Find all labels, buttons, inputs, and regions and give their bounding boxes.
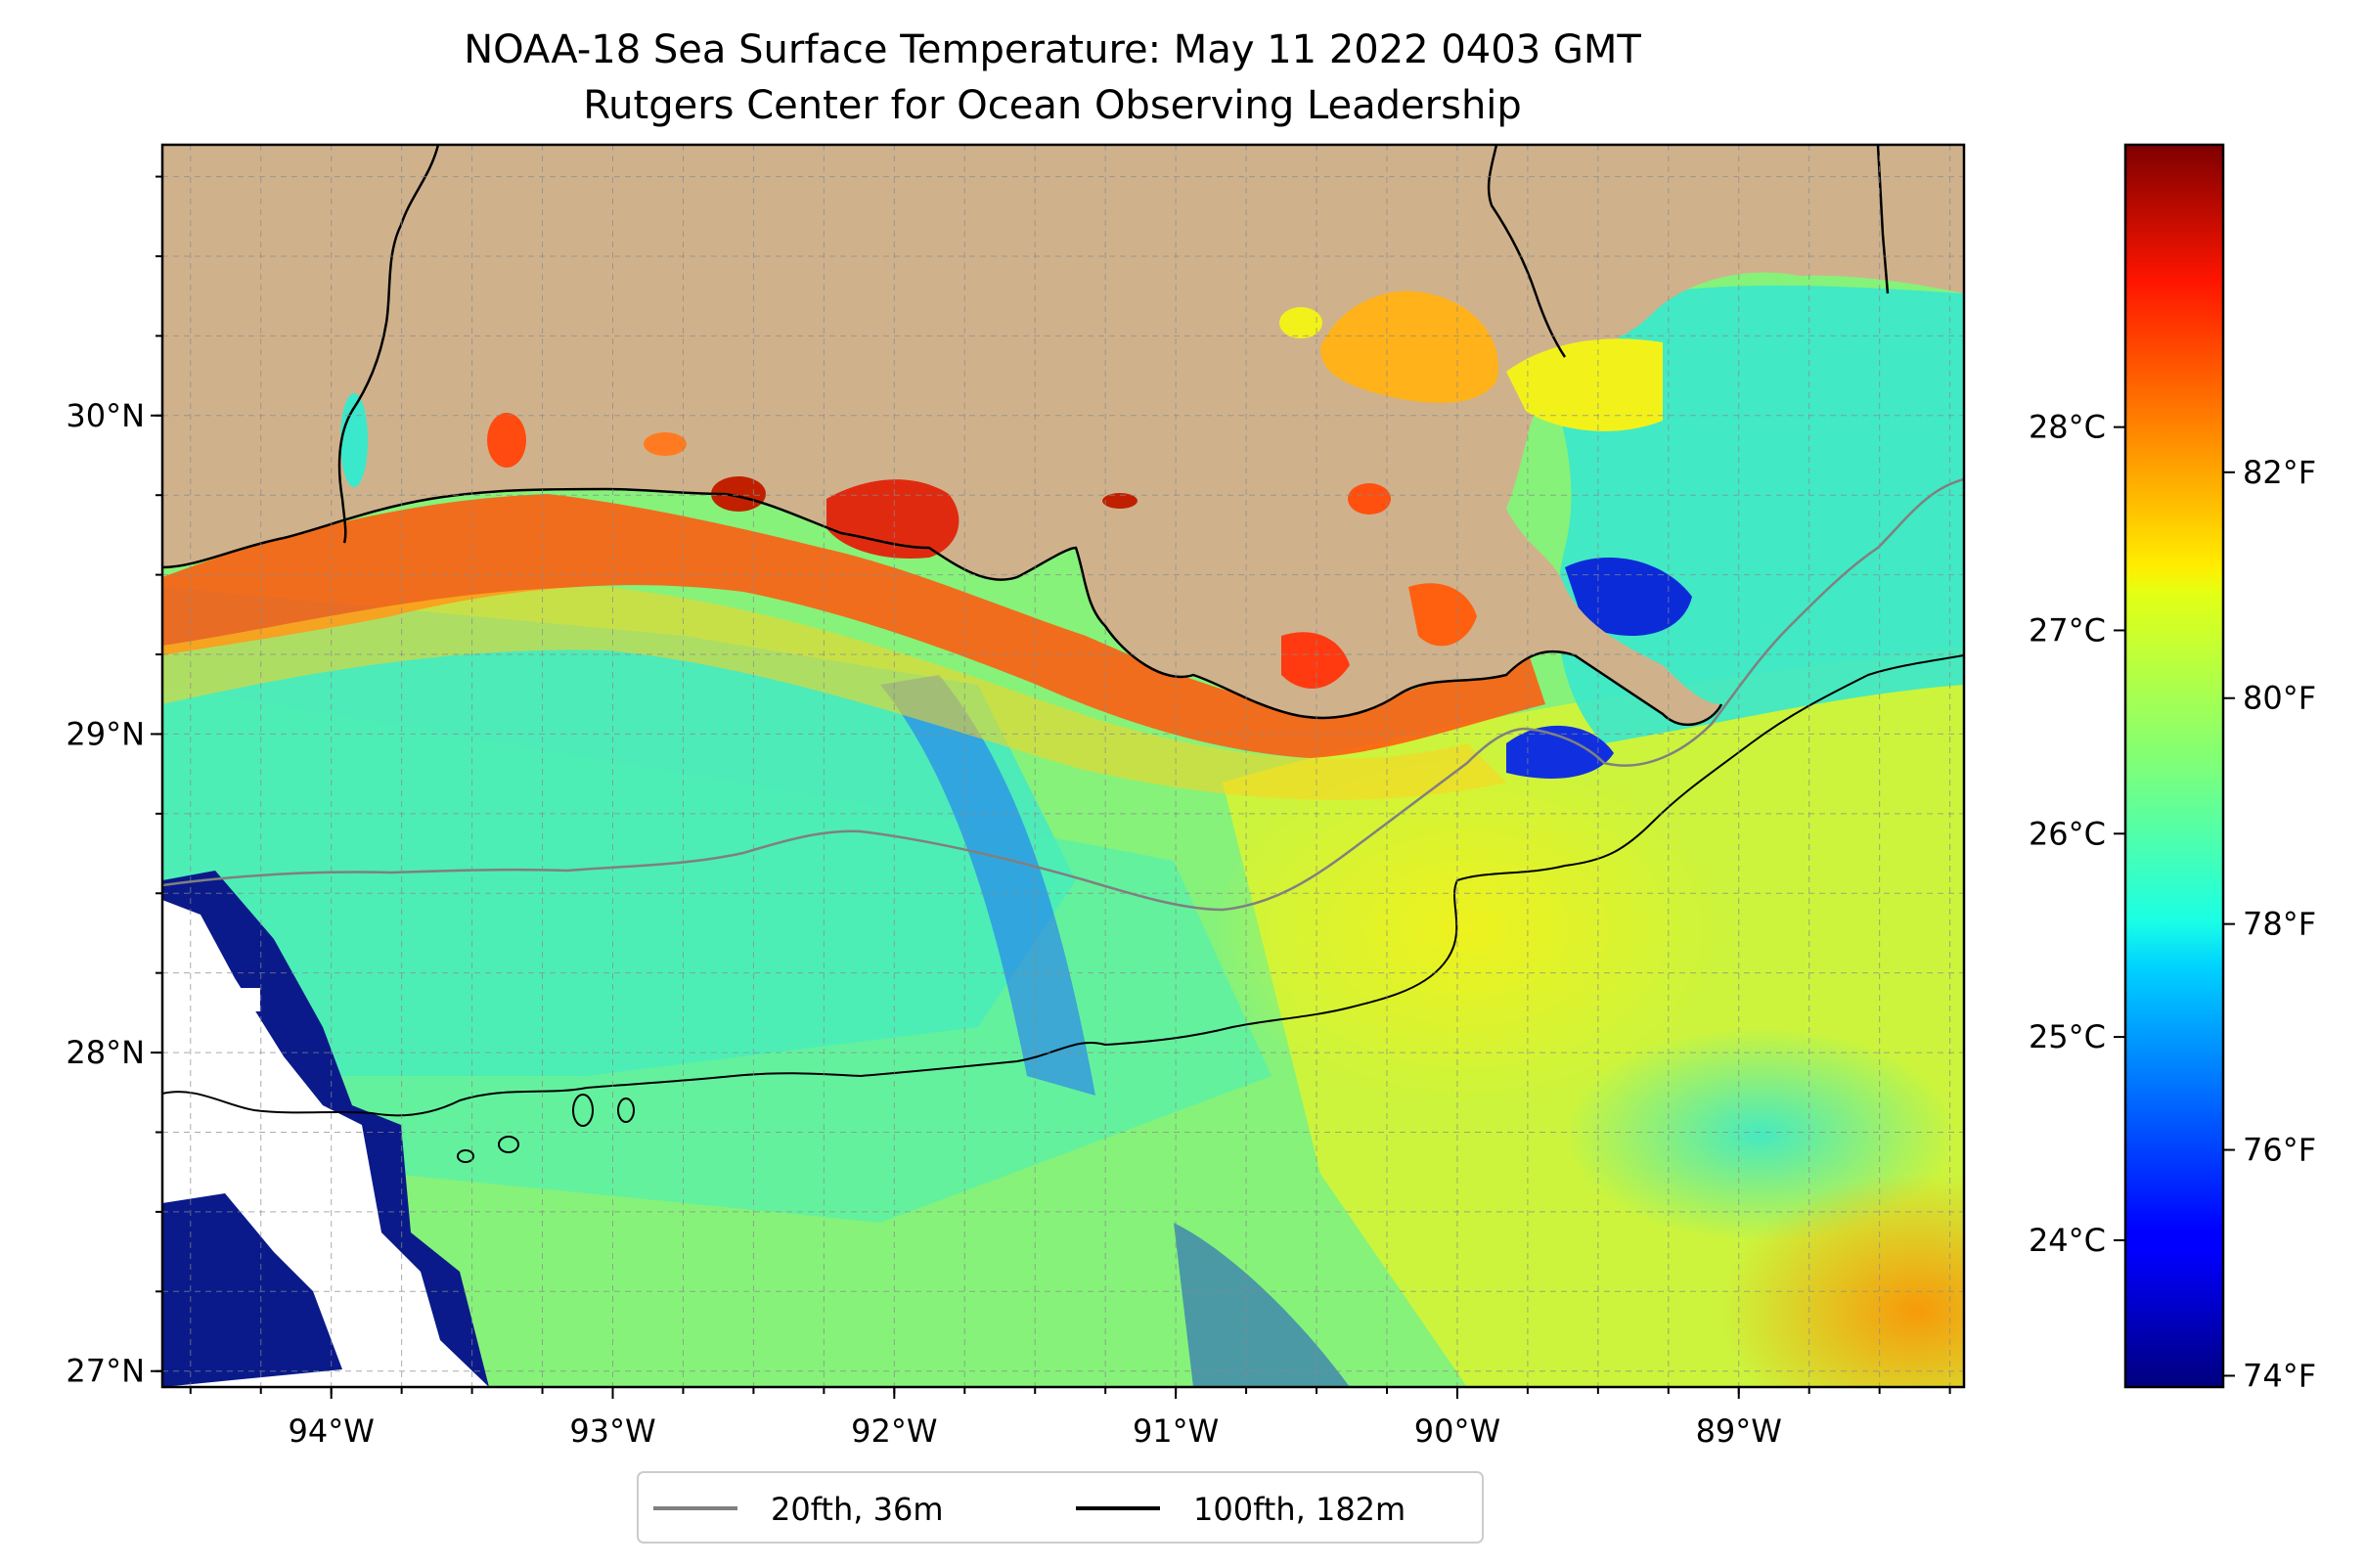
lake-borgne [1506, 338, 1663, 431]
colorbar-label-f: 80°F [2243, 680, 2316, 717]
lake-calcasieu [487, 413, 526, 468]
legend-label-20fth: 20fth, 36m [771, 1491, 943, 1528]
figure-title-line-1: NOAA-18 Sea Surface Temperature: May 11 … [464, 27, 1641, 72]
tick-label-lat: 29°N [66, 715, 145, 752]
lake-verret [1348, 483, 1391, 515]
contour-island [617, 1098, 635, 1123]
tick-label-lon: 89°W [1696, 1412, 1782, 1450]
contour-20fth [162, 477, 1964, 912]
figure-title-line-2: Rutgers Center for Ocean Observing Leade… [583, 83, 1522, 128]
contour-island [572, 1094, 594, 1127]
coastline [162, 487, 1723, 727]
ocean-cool-filaments [880, 675, 1095, 1096]
map-axis-ticks: 94°W 93°W 92°W 91°W 90°W 89°W 27°N 28°N 29°N 30°N [66, 175, 1951, 1450]
delta-blue-plume [1565, 558, 1692, 636]
colorbar [2123, 143, 2225, 1389]
colorbar-label-c: 24°C [2029, 1222, 2106, 1259]
tick-label-lon: 93°W [569, 1412, 655, 1450]
tick-label-lon: 90°W [1414, 1412, 1500, 1450]
ocean-cool-patches [1174, 1223, 1350, 1387]
coastal-warm-band [162, 494, 1545, 758]
cold-region-west-inner [162, 1193, 342, 1387]
legend-label-100fth: 100fth, 182m [1193, 1491, 1406, 1528]
terrebonne-bay [1281, 632, 1350, 689]
barataria-bay [1408, 583, 1477, 647]
state-border-ms-al [1876, 145, 1890, 294]
legend-box [637, 1471, 1484, 1544]
state-border-la-ms [1487, 145, 1567, 358]
colorbar-label-f: 76°F [2243, 1132, 2316, 1169]
ocean-yellow-patch [1213, 753, 1721, 1105]
tick-label-lat: 30°N [66, 397, 145, 434]
legend: 20fth, 36m 100fth, 182m [637, 1471, 1484, 1544]
tick-label-lat: 27°N [66, 1353, 145, 1390]
gridlines [162, 145, 1964, 1387]
colorbar-label-c: 26°C [2029, 815, 2106, 852]
delta-blue-plume-south [1506, 725, 1614, 779]
vermilion-bay [826, 479, 959, 559]
tick-label-lon: 91°W [1133, 1412, 1219, 1450]
tick-label-lon: 94°W [289, 1412, 375, 1450]
state-border-tx-la [337, 145, 440, 544]
colorbar-label-c: 27°C [2029, 611, 2106, 649]
contour-island [498, 1136, 519, 1153]
colorbar-label-c: 25°C [2029, 1018, 2106, 1055]
lake-grand [644, 432, 687, 456]
tick-label-lon: 92°W [851, 1412, 937, 1450]
colorbar-label-f: 82°F [2243, 454, 2316, 491]
colorbar-label-f: 78°F [2243, 906, 2316, 943]
ocean-cool-mid [162, 685, 1272, 1223]
contour-island [457, 1149, 474, 1163]
coastal-orange-band [162, 587, 1506, 800]
lake-maurepas [1279, 307, 1322, 338]
lake-sabine [340, 393, 368, 487]
map-panel [162, 145, 1964, 1387]
tick-label-lat: 28°N [66, 1034, 145, 1071]
lake-white [711, 476, 766, 512]
contour-100fth [162, 654, 1964, 1117]
colorbar-ticks: 74°F 76°F 78°F 80°F 82°F 24°C 25°C 26°C 27°C 28°C [2029, 409, 2316, 1395]
ocean-warm-southeast [1721, 1174, 1964, 1387]
colorbar-label-c: 28°C [2029, 409, 2106, 446]
no-data-patch [223, 988, 260, 1011]
map-frame [160, 143, 1966, 1389]
lake-pontchartrain [1320, 291, 1498, 403]
lake-fausse [1102, 493, 1138, 509]
colorbar-label-f: 74°F [2243, 1357, 2316, 1394]
